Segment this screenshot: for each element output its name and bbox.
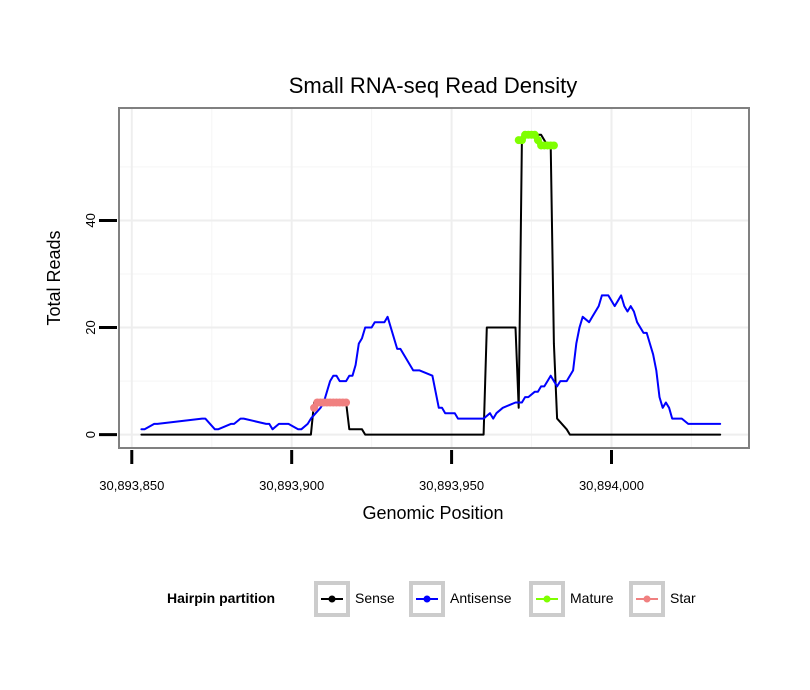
data-point-star: [342, 398, 351, 407]
y-axis: 0 20 40: [83, 213, 117, 438]
series-layer: [140, 130, 722, 436]
y-axis-title: Total Reads: [44, 230, 64, 325]
legend-key-point: [328, 595, 336, 603]
y-tick-label: 20: [83, 320, 98, 334]
plot-panel: [118, 107, 750, 449]
legend-key-point: [423, 595, 431, 603]
series-mature: [514, 130, 558, 150]
legend-key-point: [643, 595, 651, 603]
legend-key-point: [543, 595, 551, 603]
legend-label: Star: [670, 590, 696, 606]
x-tick-label: 30,893,950: [419, 478, 484, 493]
chart-title: Small RNA-seq Read Density: [289, 73, 578, 98]
legend-item-sense: Sense: [314, 581, 395, 617]
series-star: [310, 398, 351, 412]
series-sense: [140, 133, 722, 436]
legend-item-antisense: Antisense: [409, 581, 512, 617]
legend-item-star: Star: [629, 581, 696, 617]
x-axis-title: Genomic Position: [362, 503, 503, 523]
legend-items: Sense Antisense Mature Star: [314, 581, 696, 617]
y-tick-label: 40: [83, 213, 98, 227]
legend-item-mature: Mature: [529, 581, 614, 617]
data-point-mature: [549, 141, 558, 150]
series-line-sense: [140, 133, 722, 436]
legend-label: Antisense: [450, 590, 512, 606]
legend-title: Hairpin partition: [167, 590, 275, 606]
x-axis: 30,893,850 30,893,900 30,893,950 30,894,000: [99, 450, 644, 493]
legend: Hairpin partition Sense Antisense Mature St…: [167, 581, 696, 617]
y-tick-label: 0: [83, 431, 98, 438]
x-tick-label: 30,894,000: [579, 478, 644, 493]
x-tick-label: 30,893,900: [259, 478, 324, 493]
series-line-antisense: [140, 294, 722, 431]
legend-label: Mature: [570, 590, 614, 606]
series-antisense: [140, 294, 722, 431]
legend-label: Sense: [355, 590, 395, 606]
x-tick-label: 30,893,850: [99, 478, 164, 493]
